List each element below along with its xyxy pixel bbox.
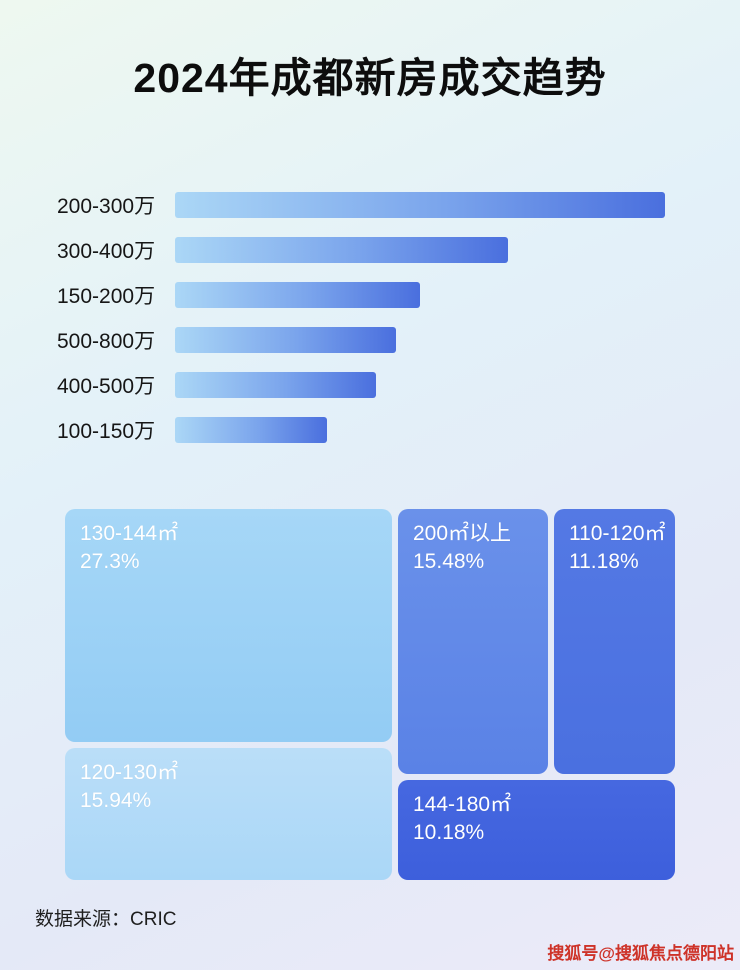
bar-category-label: 200-300万 [57,194,156,218]
treemap-label: 144-180㎡ [413,793,512,816]
bar-track [175,416,665,443]
treemap-percent: 27.3% [80,550,140,574]
treemap-block-200-plus: 200㎡以上 15.48% [398,509,548,774]
bar-category-label: 500-800万 [57,329,156,353]
bar-category-label: 400-500万 [57,374,156,398]
treemap-block-144-180: 144-180㎡ 10.18% [398,780,675,880]
bar-row: 100-150万 [0,407,740,452]
treemap-percent: 15.48% [413,550,485,574]
treemap-label: 130-144㎡ [80,522,179,545]
treemap-label: 110-120㎡ [569,522,666,545]
bar-row: 500-800万 [0,317,740,362]
bar-row: 150-200万 [0,272,740,317]
bar-100-150 [175,416,327,443]
bar-row: 300-400万 [0,227,740,272]
treemap-block-130-144: 130-144㎡ 27.3% [65,509,392,742]
bar-200-300 [175,191,665,218]
bar-track [175,281,665,308]
bar-category-label: 300-400万 [57,239,156,263]
bar-400-500 [175,371,376,398]
page-title: 2024年成都新房成交趋势 [133,55,607,101]
bar-track [175,326,665,353]
bar-500-800 [175,326,396,353]
treemap-percent: 15.94% [80,789,152,813]
bar-category-label: 150-200万 [57,284,156,308]
watermark-text: 搜狐号@搜狐焦点德阳站 [547,944,734,963]
bar-150-200 [175,281,420,308]
treemap-label: 200㎡以上 [413,522,512,545]
treemap-label: 120-130㎡ [80,761,179,784]
area-share-treemap: 130-144㎡ 27.3% 200㎡以上 15.48% 110-120㎡ 11… [65,509,675,880]
bar-track [175,371,665,398]
treemap-percent: 11.18% [569,550,639,574]
bar-row: 200-300万 [0,182,740,227]
treemap-percent: 10.18% [413,821,485,845]
treemap-block-110-120: 110-120㎡ 11.18% [554,509,675,774]
price-band-bar-chart: 200-300万 300-400万 150-200万 500-800万 400- [0,182,740,452]
treemap-block-120-130: 120-130㎡ 15.94% [65,748,392,880]
bar-300-400 [175,236,509,263]
bar-category-label: 100-150万 [57,419,156,443]
bar-track [175,191,665,218]
bar-row: 400-500万 [0,362,740,407]
data-source-label: 数据来源：CRIC [35,909,177,930]
bar-track [175,236,665,263]
